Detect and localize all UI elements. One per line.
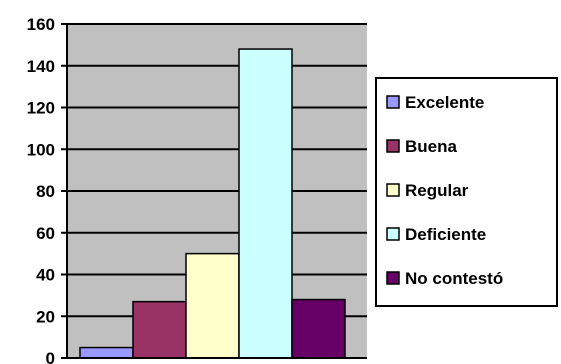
bar-excelente bbox=[79, 346, 134, 359]
legend-swatch bbox=[386, 227, 400, 241]
legend-swatch bbox=[386, 139, 400, 153]
legend: Excelente Buena Regular Deficiente No contes… bbox=[375, 77, 558, 307]
y-axis-ticks: 0 20 40 60 80 100 120 140 160 bbox=[27, 15, 67, 364]
bar-regular bbox=[185, 252, 240, 359]
y-tick-label: 60 bbox=[36, 224, 55, 243]
legend-label: No contestó bbox=[405, 269, 503, 288]
legend-label: Excelente bbox=[405, 93, 484, 112]
y-tick-label: 160 bbox=[27, 15, 55, 34]
legend-swatch bbox=[386, 95, 400, 109]
legend-swatch bbox=[386, 183, 400, 197]
legend-label: Deficiente bbox=[405, 225, 486, 244]
y-tick-label: 40 bbox=[36, 266, 55, 285]
legend-swatch bbox=[386, 271, 400, 285]
legend-box bbox=[375, 77, 558, 307]
y-tick-label: 20 bbox=[36, 307, 55, 326]
bar-no-contest- bbox=[291, 298, 346, 359]
y-tick-label: 120 bbox=[27, 99, 55, 118]
legend-label: Buena bbox=[405, 137, 458, 156]
bar-deficiente bbox=[238, 48, 293, 359]
bar-buena bbox=[132, 300, 187, 359]
y-tick-label: 140 bbox=[27, 57, 55, 76]
legend-label: Regular bbox=[405, 181, 469, 200]
y-tick-label: 0 bbox=[46, 349, 55, 364]
y-tick-label: 100 bbox=[27, 140, 55, 159]
y-tick-label: 80 bbox=[36, 182, 55, 201]
